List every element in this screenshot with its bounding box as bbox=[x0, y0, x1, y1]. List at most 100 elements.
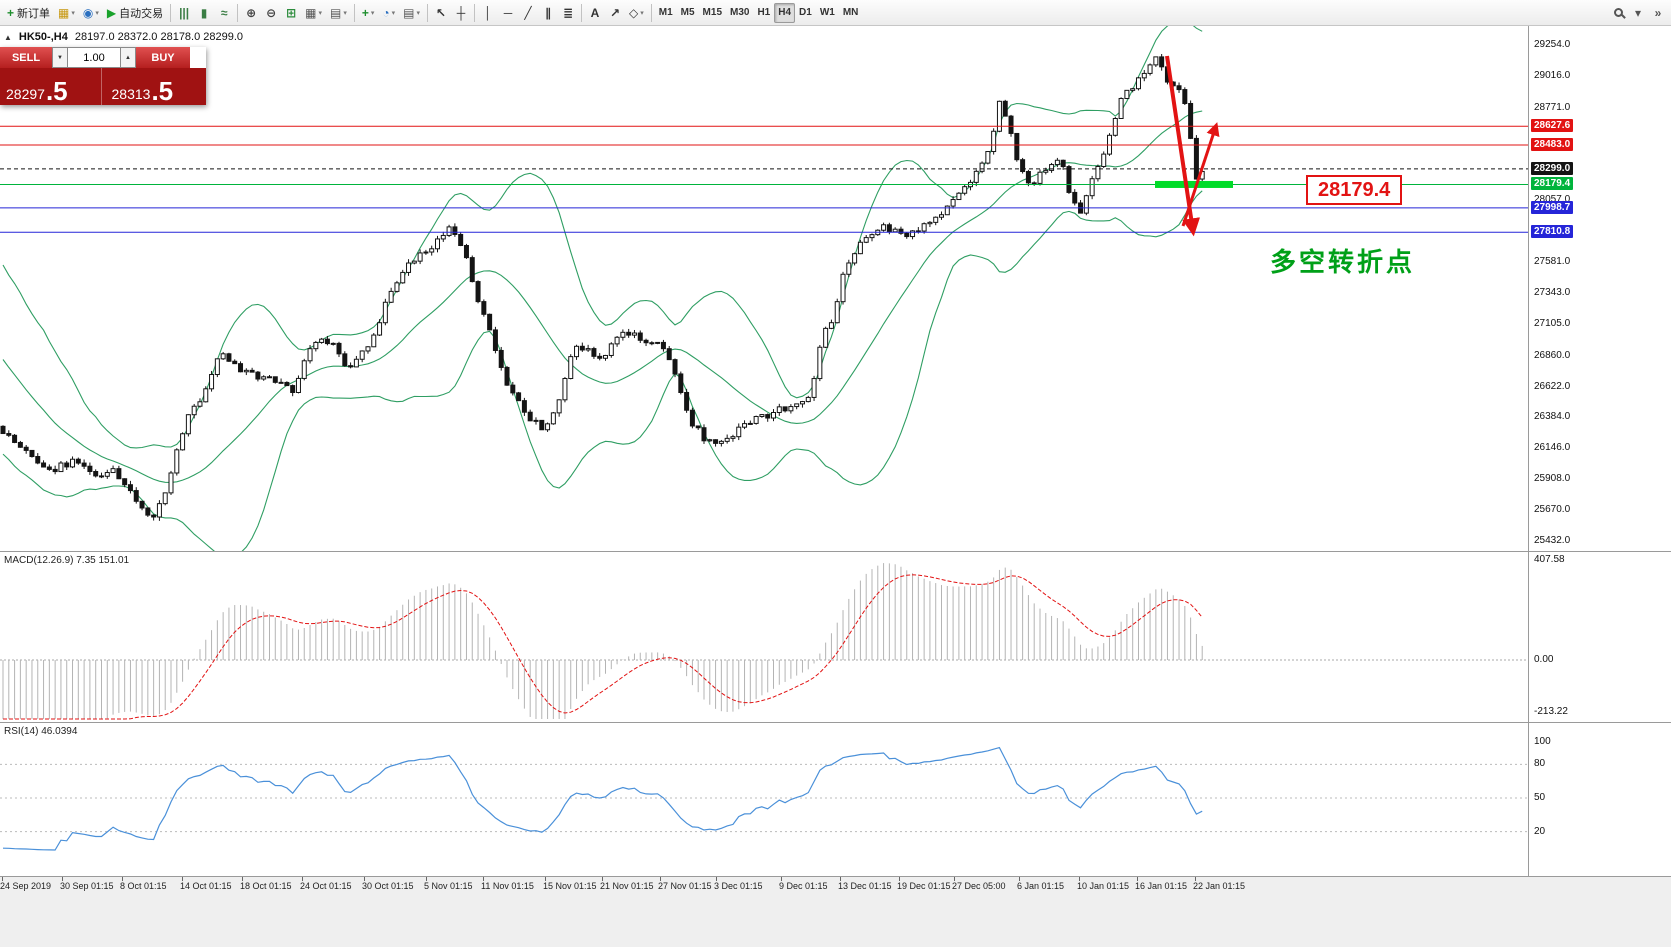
zoom-in-button[interactable]: ⊕ bbox=[241, 3, 261, 23]
text-tool-button[interactable]: A bbox=[585, 3, 605, 23]
line-chart-button[interactable]: ≈ bbox=[214, 3, 234, 23]
candlestick-chart-button[interactable]: ▮ bbox=[194, 3, 214, 23]
symbol-period-label: HK50-,H4 bbox=[18, 31, 68, 43]
timeframe-h1-button-label: H1 bbox=[757, 7, 771, 18]
templates-menu-button[interactable]: ▤ ▾ bbox=[399, 3, 424, 23]
time-axis-label: 5 Nov 01:15 bbox=[424, 881, 473, 891]
rsi-axis-label: 50 bbox=[1534, 792, 1546, 803]
vertical-line-tool[interactable]: │ bbox=[478, 3, 498, 23]
macd-indicator-pane[interactable] bbox=[0, 551, 1528, 722]
new-order-button[interactable]: + 新订单 bbox=[3, 3, 54, 23]
profiles-icon: ◉ bbox=[82, 5, 94, 20]
main-toolbar: + 新订单 ▦ ▾ ◉ ▾ ▶ 自动交易 ||| ▮ ≈ ⊕ ⊖ ⊞ ▦ ▾ ▤ ▾ + ▾ ◔ ▾ ▤ ▾ ↖ ┼ │ ─ ╱ ∥ ≣ A ↗… bbox=[0, 0, 1671, 26]
buy-price[interactable]: 28313.5 bbox=[100, 68, 207, 105]
time-axis-tick bbox=[302, 877, 303, 881]
time-axis-tick bbox=[426, 877, 427, 881]
bar-chart-button[interactable]: ||| bbox=[174, 3, 194, 23]
charts-menu-icon: ▦ bbox=[58, 5, 70, 20]
pane-divider[interactable] bbox=[0, 722, 1671, 723]
line-chart-icon: ≈ bbox=[220, 5, 228, 20]
zoom-out-icon: ⊖ bbox=[266, 5, 277, 20]
channel-tool[interactable]: ∥ bbox=[538, 3, 558, 23]
cascade-windows-button[interactable]: ▤ ▾ bbox=[326, 3, 351, 23]
time-axis-label: 16 Jan 01:15 bbox=[1135, 881, 1188, 891]
trendline-tool[interactable]: ╱ bbox=[518, 3, 538, 23]
price-axis-label: 27343.0 bbox=[1534, 287, 1571, 298]
profiles-button[interactable]: ◉ ▾ bbox=[79, 3, 103, 23]
autotrading-button[interactable]: ▶ 自动交易 bbox=[103, 3, 167, 23]
toolbar-separator bbox=[170, 3, 172, 22]
grid-toggle-icon: ⊞ bbox=[286, 5, 297, 20]
timeframe-m1-button[interactable]: M1 bbox=[655, 3, 677, 23]
time-axis-tick bbox=[364, 877, 365, 881]
tile-windows-button[interactable]: ▦ ▾ bbox=[301, 3, 326, 23]
time-axis[interactable]: 24 Sep 2019 30 Sep 01:15 8 Oct 01:15 14 Oct… bbox=[0, 876, 1671, 947]
zoom-out-button[interactable]: ⊖ bbox=[261, 3, 281, 23]
time-axis-tick bbox=[1137, 877, 1138, 881]
channel-tool-icon: ∥ bbox=[544, 5, 551, 20]
time-axis-label: 18 Oct 01:15 bbox=[240, 881, 292, 891]
rsi-indicator-pane[interactable] bbox=[0, 722, 1528, 875]
panels-dropdown-icon: ▾ bbox=[1634, 5, 1642, 20]
resistance-line-price-tag: 28483.0 bbox=[1531, 138, 1574, 152]
autotrading-button-label: 自动交易 bbox=[119, 7, 164, 20]
timeframe-h4-button[interactable]: H4 bbox=[774, 2, 796, 23]
horizontal-line-tool[interactable]: ─ bbox=[498, 3, 518, 23]
text-tool-icon: A bbox=[590, 5, 600, 20]
cursor-tool-button[interactable]: ↖ bbox=[431, 3, 451, 23]
toolbar-overflow-button[interactable]: » bbox=[1648, 3, 1668, 23]
fibonacci-tool-icon: ≣ bbox=[562, 5, 574, 20]
fibonacci-tool[interactable]: ≣ bbox=[558, 3, 578, 23]
dropdown-arrow-icon: ▾ bbox=[370, 9, 375, 17]
grid-toggle-button[interactable]: ⊞ bbox=[281, 3, 301, 23]
price-axis-label: 25432.0 bbox=[1534, 535, 1571, 546]
charts-menu-button[interactable]: ▦ ▾ bbox=[54, 3, 79, 23]
price-axis-label: 26146.0 bbox=[1534, 442, 1571, 454]
panels-dropdown-button[interactable]: ▾ bbox=[1628, 3, 1648, 23]
trade-panel-collapse-icon[interactable]: ▲ bbox=[4, 32, 12, 42]
volume-decrease-button[interactable]: ▼ bbox=[52, 47, 68, 68]
zoom-in-icon: ⊕ bbox=[246, 5, 257, 20]
time-axis-label: 27 Nov 01:15 bbox=[658, 881, 712, 891]
timeframe-h1-button[interactable]: H1 bbox=[753, 3, 774, 23]
chart-title: ▲ HK50-,H4 28197.0 28372.0 28178.0 28299… bbox=[4, 31, 243, 43]
indicators-menu-icon: + bbox=[361, 5, 369, 20]
timeframe-m15-button[interactable]: M15 bbox=[699, 3, 726, 23]
timeframe-w1-button[interactable]: W1 bbox=[816, 3, 839, 23]
timeframe-d1-button[interactable]: D1 bbox=[795, 3, 816, 23]
timeframe-m30-button[interactable]: M30 bbox=[726, 3, 753, 23]
buy-button[interactable]: BUY bbox=[136, 47, 190, 68]
price-axis-label: 25908.0 bbox=[1534, 473, 1571, 485]
sell-price[interactable]: 28297.5 bbox=[0, 68, 101, 105]
dropdown-arrow-icon: ▾ bbox=[391, 9, 396, 17]
time-axis-label: 3 Dec 01:15 bbox=[714, 881, 763, 891]
main-price-chart[interactable] bbox=[0, 26, 1528, 551]
timeframe-m15-button-label: M15 bbox=[702, 7, 722, 18]
horizontal-line-tool-icon: ─ bbox=[503, 5, 513, 20]
rsi-indicator-label: RSI(14) 46.0394 bbox=[4, 726, 78, 737]
volume-input[interactable]: 1.00 bbox=[68, 47, 120, 68]
volume-increase-button[interactable]: ▲ bbox=[120, 47, 136, 68]
autotrading-icon: ▶ bbox=[106, 5, 117, 20]
periods-menu-button[interactable]: ◔ ▾ bbox=[378, 3, 399, 23]
search-button[interactable] bbox=[1608, 3, 1628, 23]
time-axis-tick bbox=[242, 877, 243, 881]
new-order-button-label: 新订单 bbox=[17, 7, 51, 20]
trendline-tool-icon: ╱ bbox=[524, 5, 532, 20]
timeframe-h4-button-label: H4 bbox=[778, 7, 792, 18]
indicators-menu-button[interactable]: + ▾ bbox=[358, 3, 379, 23]
turning-point-annotation[interactable]: 多空转折点 bbox=[1270, 247, 1416, 277]
sell-button[interactable]: SELL bbox=[0, 47, 52, 68]
price-annotation-tag[interactable]: 28179.4 bbox=[1306, 175, 1403, 205]
price-axis-label: 29254.0 bbox=[1534, 39, 1571, 50]
time-axis-tick bbox=[182, 877, 183, 881]
timeframe-mn-button[interactable]: MN bbox=[839, 3, 863, 23]
arrow-tool-button[interactable]: ↗ bbox=[605, 3, 625, 23]
toolbar-separator bbox=[426, 3, 428, 22]
time-axis-label: 22 Jan 01:15 bbox=[1193, 881, 1246, 891]
shapes-menu-button[interactable]: ◇ ▾ bbox=[625, 3, 648, 23]
crosshair-tool-button[interactable]: ┼ bbox=[451, 3, 471, 23]
time-axis-tick bbox=[781, 877, 782, 881]
timeframe-m5-button[interactable]: M5 bbox=[677, 3, 699, 23]
pane-divider[interactable] bbox=[0, 551, 1671, 552]
